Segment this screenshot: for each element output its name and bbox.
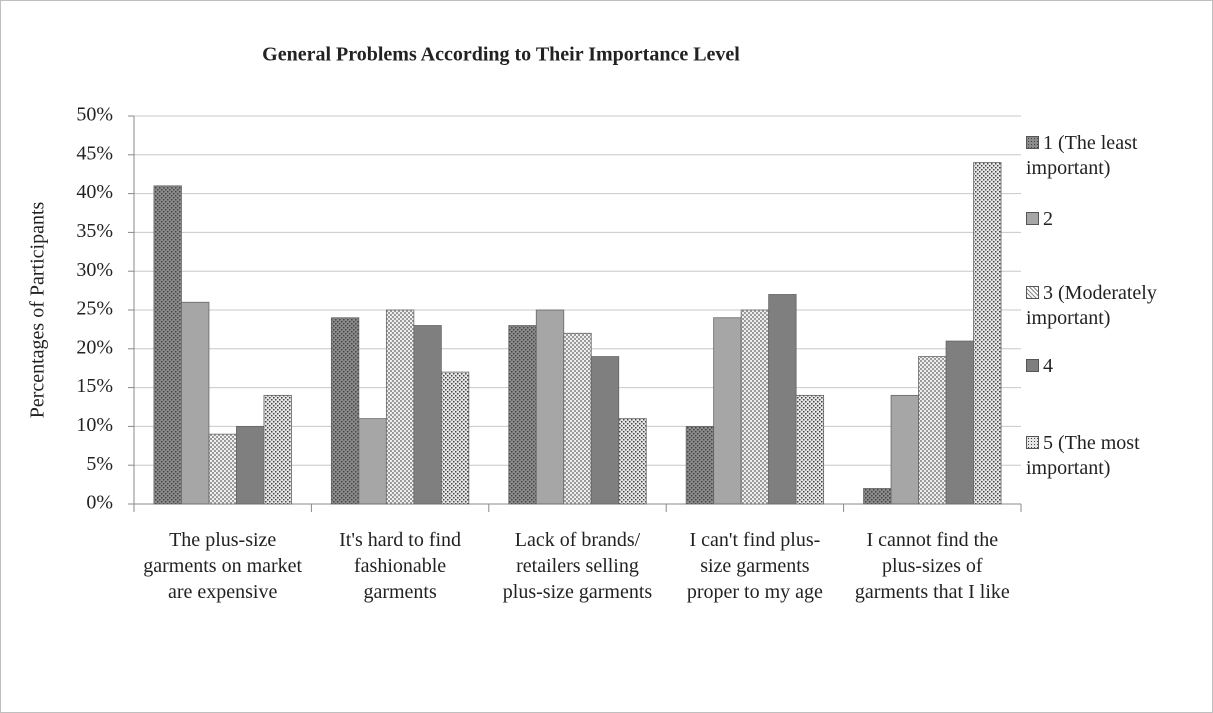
bar bbox=[563, 332, 592, 505]
y-axis-label: Percentages of Participants bbox=[27, 201, 49, 418]
legend-item: 5 (The most important) bbox=[1026, 431, 1212, 481]
legend-label: 3 (Moderately important) bbox=[1026, 282, 1157, 329]
legend-swatch bbox=[1026, 286, 1039, 299]
bar bbox=[385, 309, 415, 505]
bar bbox=[945, 340, 974, 505]
bar bbox=[236, 425, 265, 505]
bar bbox=[863, 488, 892, 505]
y-tick-label: 50% bbox=[76, 104, 113, 126]
bar bbox=[918, 356, 947, 505]
legend-item: 4 bbox=[1026, 354, 1212, 379]
x-tick-label: Lack of brands/ retailers selling plus-s… bbox=[502, 529, 653, 603]
bar bbox=[685, 425, 715, 505]
x-tick-label: I cannot find the plus-sizes of garments… bbox=[854, 529, 1010, 603]
bar bbox=[358, 418, 387, 505]
bar bbox=[740, 309, 770, 505]
bar bbox=[890, 394, 919, 505]
legend-item: 2 bbox=[1026, 207, 1212, 232]
y-tick-label: 25% bbox=[76, 298, 113, 320]
bar bbox=[590, 356, 620, 505]
legend-swatch bbox=[1026, 136, 1039, 149]
legend-label: 4 bbox=[1043, 355, 1053, 377]
x-tick-label: It's hard to find fashionable garments bbox=[339, 529, 462, 603]
x-tick-label: I can't find plus-size garments proper t… bbox=[686, 529, 823, 603]
legend-swatch bbox=[1026, 436, 1039, 449]
bar bbox=[618, 418, 647, 505]
bar bbox=[153, 185, 182, 505]
bar bbox=[181, 301, 210, 505]
legend-label: 5 (The most important) bbox=[1026, 432, 1140, 479]
legend-label: 2 bbox=[1043, 208, 1053, 230]
legend-swatch bbox=[1026, 359, 1039, 372]
bar bbox=[413, 325, 442, 505]
y-tick-label: 5% bbox=[86, 453, 113, 475]
y-tick-label: 0% bbox=[86, 492, 113, 514]
y-tick-label: 20% bbox=[76, 336, 113, 358]
x-tick-label: The plus-size garments on market are exp… bbox=[143, 529, 303, 603]
y-tick-label: 35% bbox=[76, 220, 113, 242]
bar bbox=[440, 371, 470, 505]
legend-label: 1 (The least important) bbox=[1026, 132, 1138, 179]
y-tick-label: 45% bbox=[76, 142, 113, 164]
bar bbox=[508, 325, 537, 505]
y-tick-label: 30% bbox=[76, 259, 113, 281]
legend-item: 3 (Moderately important) bbox=[1026, 281, 1212, 331]
y-tick-label: 10% bbox=[76, 414, 113, 436]
legend-item: 1 (The least important) bbox=[1026, 131, 1212, 181]
chart-title: General Problems According to Their Impo… bbox=[262, 44, 740, 66]
bar bbox=[535, 309, 565, 505]
bar bbox=[208, 433, 237, 505]
bar bbox=[768, 294, 797, 505]
bar bbox=[330, 317, 360, 505]
y-tick-label: 40% bbox=[76, 181, 113, 203]
legend-swatch bbox=[1026, 212, 1039, 225]
bar bbox=[795, 394, 825, 505]
bar bbox=[973, 162, 1002, 505]
y-tick-label: 15% bbox=[76, 375, 113, 397]
bar bbox=[263, 394, 292, 505]
bar bbox=[713, 317, 742, 505]
